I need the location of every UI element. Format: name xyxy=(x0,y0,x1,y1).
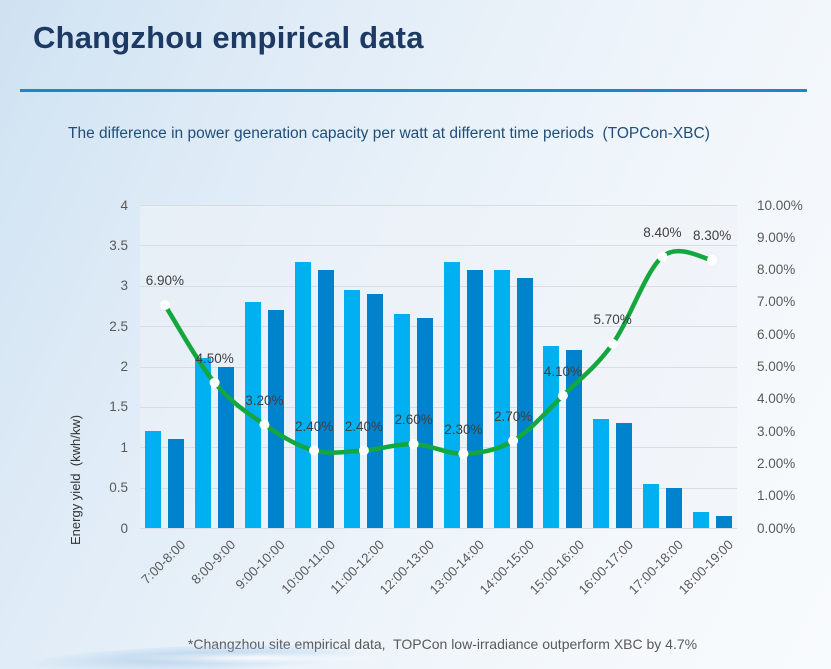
right-axis-tick: 4.00% xyxy=(757,391,796,407)
grid-line xyxy=(140,285,737,287)
line-data-label: 8.40% xyxy=(643,224,682,240)
line-marker xyxy=(508,435,519,446)
title-divider xyxy=(20,89,807,92)
difference-line-path xyxy=(162,248,715,456)
left-axis-tick: 1.5 xyxy=(109,399,128,415)
bar-bar-series-1 xyxy=(493,269,510,528)
bar-bar-series-1 xyxy=(394,314,411,528)
line-marker xyxy=(259,419,270,430)
bar-bar-series-2 xyxy=(566,350,583,528)
bar-bar-series-2 xyxy=(715,515,732,528)
grid-line xyxy=(140,245,737,247)
chart-title: The difference in power generation capac… xyxy=(68,125,710,142)
bar-bar-series-1 xyxy=(344,289,361,528)
line-data-label: 5.70% xyxy=(593,311,632,327)
line-marker xyxy=(358,445,369,456)
bar-bar-series-1 xyxy=(543,346,560,528)
left-axis-tick: 4 xyxy=(120,197,128,213)
line-marker xyxy=(408,439,419,449)
bar-bar-series-1 xyxy=(642,483,659,528)
grid-line xyxy=(140,406,737,408)
right-axis-tick: 0.00% xyxy=(757,520,796,536)
bar-bar-series-2 xyxy=(417,318,434,528)
difference-line-chart xyxy=(159,248,718,459)
line-data-label: 2.30% xyxy=(444,421,483,437)
line-marker xyxy=(607,338,618,349)
bar-bar-series-1 xyxy=(195,358,212,528)
left-axis-tick: 2 xyxy=(120,359,128,374)
left-axis-tick: 0.5 xyxy=(109,480,128,496)
left-axis-tick: 3 xyxy=(120,278,128,294)
line-data-label: 4.10% xyxy=(543,363,583,379)
line-marker xyxy=(309,445,320,456)
bar-bar-series-2 xyxy=(616,423,633,528)
left-axis-tick: 0 xyxy=(120,520,128,536)
grid-line xyxy=(140,205,737,206)
line-data-label: 2.70% xyxy=(493,408,533,424)
line-marker xyxy=(159,300,170,311)
right-axis-tick: 10.00% xyxy=(757,197,803,213)
right-axis-tick: 6.00% xyxy=(757,326,796,342)
page-title: Changzhou empirical data xyxy=(33,20,424,55)
line-marker xyxy=(458,448,469,459)
left-axis-tick: 3.5 xyxy=(109,237,128,253)
grid-line xyxy=(140,326,737,328)
bar-bar-series-1 xyxy=(593,419,610,528)
bar-bar-series-2 xyxy=(168,439,185,528)
line-data-label: 2.40% xyxy=(344,418,384,434)
left-axis-tick: 1 xyxy=(120,439,128,455)
right-axis-tick: 9.00% xyxy=(757,229,796,245)
grid-line xyxy=(140,528,737,529)
bar-bar-series-2 xyxy=(516,277,533,528)
line-data-label: 4.50% xyxy=(195,350,234,366)
decorative-swoosh-highlight xyxy=(120,652,380,664)
line-data-label: 8.30% xyxy=(692,227,732,243)
bar-bar-series-1 xyxy=(692,511,709,528)
bar-bar-series-2 xyxy=(317,269,334,528)
right-axis-tick: 1.00% xyxy=(757,488,796,504)
grid-line xyxy=(140,366,737,368)
bar-bar-series-1 xyxy=(145,431,162,528)
bar-bar-series-2 xyxy=(665,487,682,528)
line-data-label: 3.20% xyxy=(245,392,284,408)
line-marker xyxy=(209,377,220,388)
line-data-label: 6.90% xyxy=(145,273,185,289)
line-marker xyxy=(657,251,668,262)
line-data-label: 2.40% xyxy=(294,418,334,434)
right-axis-tick: 5.00% xyxy=(757,359,796,374)
left-axis-tick: 2.5 xyxy=(109,318,128,334)
bar-bar-series-2 xyxy=(267,310,284,528)
line-marker xyxy=(557,390,568,401)
bar-bar-series-1 xyxy=(443,261,460,528)
line-marker xyxy=(707,254,718,265)
grid-line xyxy=(140,487,737,489)
x-axis-label: 7:00-8:00 xyxy=(138,537,189,588)
right-axis-tick: 3.00% xyxy=(757,423,796,439)
right-axis-tick: 2.00% xyxy=(757,455,796,471)
bar-bar-series-2 xyxy=(367,293,384,528)
right-axis-tick: 7.00% xyxy=(757,294,796,310)
line-data-label: 2.60% xyxy=(394,412,433,427)
bar-bar-series-2 xyxy=(466,269,483,528)
x-axis-label: 8:00-9:00 xyxy=(188,537,239,588)
bar-bar-series-1 xyxy=(294,261,311,528)
right-axis-tick: 8.00% xyxy=(757,262,796,278)
bar-bar-series-2 xyxy=(218,366,235,528)
plot-area: 6.90% 4.50% 3.20% 2.40% 2.40% 2.60% 2.30% 2.70%… xyxy=(140,205,737,529)
